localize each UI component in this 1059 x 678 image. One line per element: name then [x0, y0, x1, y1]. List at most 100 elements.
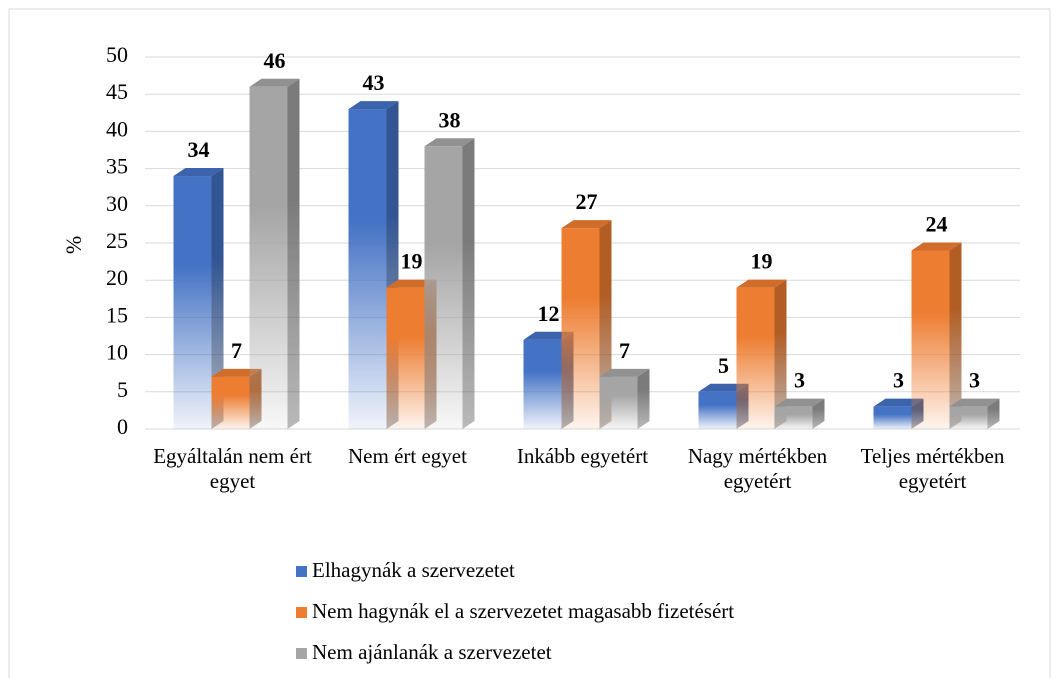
bar-top — [873, 398, 924, 407]
y-tick-label: 35 — [106, 154, 128, 179]
bar-side — [462, 138, 475, 429]
y-tick-label: 20 — [106, 265, 128, 290]
y-tick-label: 10 — [106, 340, 128, 365]
data-label: 27 — [576, 189, 598, 214]
bar-top-shade — [523, 331, 574, 340]
bar-top — [774, 398, 825, 407]
y-tick-label: 5 — [117, 377, 128, 402]
bar — [424, 146, 463, 429]
bar — [736, 287, 775, 429]
bar-side — [211, 168, 224, 430]
legend-swatch — [296, 648, 307, 659]
bar-side-shade — [774, 279, 787, 429]
bar-top — [599, 368, 650, 377]
chart-border — [8, 8, 1051, 678]
bar-top — [424, 138, 475, 147]
data-label: 7 — [231, 338, 242, 363]
y-tick-label: 50 — [106, 42, 128, 67]
legend-label: Elhagynák a szervezetet — [312, 558, 515, 582]
data-label: 3 — [794, 368, 805, 393]
bar-top-shade — [348, 101, 399, 110]
y-tick-label: 45 — [106, 79, 128, 104]
bar-top — [211, 368, 262, 377]
bar-top-shade — [911, 242, 962, 251]
x-tick-label: Inkább egyetért — [516, 444, 649, 468]
data-label: 5 — [718, 353, 729, 378]
bar-top-shade — [599, 368, 650, 377]
bar — [698, 391, 737, 429]
y-tick-label: 0 — [117, 414, 128, 439]
data-label: 3 — [969, 368, 980, 393]
bar — [561, 228, 600, 429]
bar-top-shade — [561, 220, 612, 229]
data-label: 12 — [538, 301, 560, 326]
bar-top-shade — [698, 383, 749, 392]
bar-top — [561, 220, 612, 229]
bar-side-shade — [987, 398, 1000, 429]
bar-side-shade — [287, 78, 300, 429]
bar-top — [736, 279, 787, 288]
bar-side — [637, 368, 650, 429]
bar — [348, 109, 387, 429]
bar-side-shade — [462, 138, 475, 429]
data-label: 43 — [363, 70, 385, 95]
legend-swatch — [296, 566, 307, 577]
bar-side — [774, 279, 787, 429]
bar — [249, 86, 288, 429]
legend-label: Nem hagynák el a szervezetet magasabb fi… — [312, 599, 735, 623]
bar-top-shade — [386, 279, 437, 288]
bar-top — [386, 279, 437, 288]
bar — [911, 250, 950, 429]
bar-side — [287, 78, 300, 429]
y-tick-label: 25 — [106, 228, 128, 253]
bar-top-shade — [949, 398, 1000, 407]
bar-top-shade — [424, 138, 475, 147]
bar — [386, 287, 425, 429]
bar-side-shade — [949, 242, 962, 429]
bar-top-shade — [249, 78, 300, 87]
bar-side-shade — [637, 368, 650, 429]
data-label: 3 — [893, 368, 904, 393]
bar-top — [698, 383, 749, 392]
bar-top-shade — [736, 279, 787, 288]
x-tick-label: Teljes mértékben egyetért — [860, 444, 1005, 493]
legend-label: Nem ajánlanák a szervezetet — [312, 640, 552, 664]
data-label: 19 — [751, 249, 773, 274]
bar — [774, 406, 813, 429]
bar — [949, 406, 988, 429]
bar-top — [911, 242, 962, 251]
legend-swatch — [296, 607, 307, 618]
data-label: 7 — [619, 338, 630, 363]
bar — [873, 406, 912, 429]
x-tick-label: Nagy mértékben egyetért — [687, 444, 828, 493]
bar-top-shade — [211, 368, 262, 377]
bar-top — [949, 398, 1000, 407]
bar — [599, 376, 638, 429]
x-tick-label: Nem ért egyet — [348, 444, 467, 468]
bar-side — [812, 398, 825, 429]
bar-top-shade — [774, 398, 825, 407]
bar-top-shade — [873, 398, 924, 407]
bar-side-shade — [211, 168, 224, 430]
data-label: 38 — [439, 107, 461, 132]
x-tick-label: Egyáltalán nem ért egyet — [153, 444, 312, 493]
bar — [211, 376, 250, 429]
y-tick-label: 30 — [106, 191, 128, 216]
bar-top — [348, 101, 399, 110]
bar-top — [523, 331, 574, 340]
bar-top-shade — [173, 168, 224, 177]
y-tick-label: 15 — [106, 302, 128, 327]
data-label: 19 — [401, 249, 423, 274]
y-tick-label: 40 — [106, 116, 128, 141]
bar-side — [949, 242, 962, 429]
data-label: 34 — [188, 137, 210, 162]
bar — [173, 176, 212, 429]
bar-side-shade — [812, 398, 825, 429]
bar-top — [173, 168, 224, 177]
data-label: 24 — [926, 211, 948, 236]
data-label: 46 — [264, 48, 286, 73]
bar-top — [249, 78, 300, 87]
y-axis-label: % — [61, 236, 86, 254]
